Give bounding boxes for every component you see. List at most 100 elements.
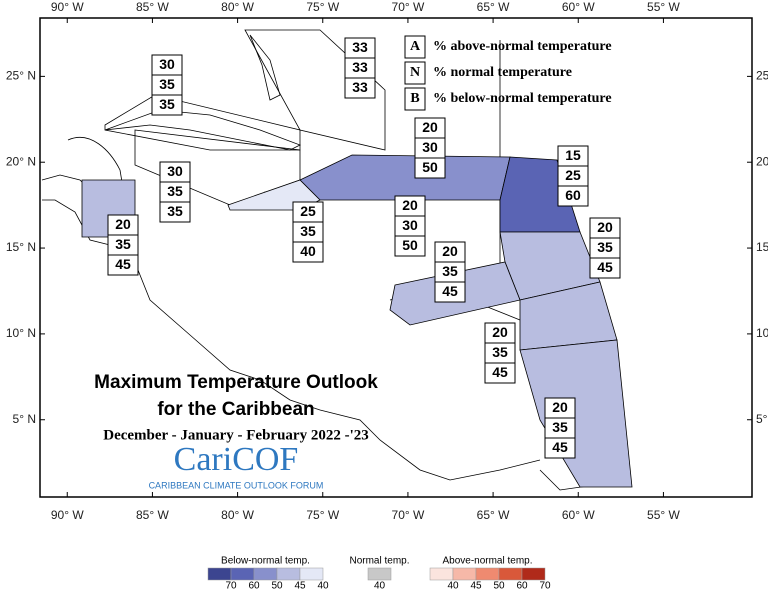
region — [244, 29, 386, 151]
legend-level: 40 — [447, 581, 459, 590]
probability-cell — [557, 185, 589, 207]
key-letter: N — [410, 65, 420, 80]
key-text: % normal temperature — [433, 65, 572, 80]
legend-level: 40 — [374, 581, 386, 590]
legend-swatch — [498, 567, 523, 581]
map-title: for the Caribbean — [157, 399, 314, 420]
lat-label: 5° N — [756, 412, 768, 426]
key-text: % above-normal temperature — [433, 39, 612, 54]
legend-swatch — [299, 567, 324, 581]
probability-value: 30 — [422, 139, 438, 155]
key-letter: B — [410, 91, 419, 106]
legend-swatch — [367, 567, 392, 581]
probability-value: 35 — [115, 236, 131, 252]
probability-value: 20 — [552, 399, 568, 415]
lon-label: 85° W — [136, 0, 169, 14]
legend-swatch — [207, 567, 232, 581]
probability-value: 35 — [159, 76, 175, 92]
probability-value: 35 — [597, 239, 613, 255]
lon-label: 65° W — [477, 508, 510, 522]
lat-label: 10° N — [756, 326, 768, 340]
probability-cell — [159, 201, 191, 223]
probability-cell — [394, 235, 426, 257]
probability-cell — [151, 94, 183, 116]
lon-label: 90° W — [51, 0, 84, 14]
probability-value: 33 — [352, 39, 368, 55]
legend-level: 50 — [493, 581, 505, 590]
lat-label: 10° N — [6, 326, 36, 340]
probability-cell — [107, 254, 139, 276]
logo: CariCOF — [174, 441, 299, 478]
legend-level: 40 — [317, 581, 329, 590]
lat-label: 20° N — [756, 154, 768, 168]
probability-value: 45 — [552, 439, 568, 455]
lat-label: 5° N — [13, 412, 36, 426]
probability-value: 50 — [402, 237, 418, 253]
legend-swatch — [452, 567, 477, 581]
probability-cell — [484, 362, 516, 384]
probability-cell — [589, 257, 621, 279]
probability-value: 45 — [442, 283, 458, 299]
lon-label: 80° W — [221, 508, 254, 522]
probability-value: 35 — [167, 203, 183, 219]
probability-value: 20 — [422, 119, 438, 135]
probability-cell — [344, 77, 376, 99]
legend-swatch — [521, 567, 546, 581]
probability-value: 45 — [492, 364, 508, 380]
probability-value: 35 — [552, 419, 568, 435]
probability-value: 30 — [167, 163, 183, 179]
key-text: % below-normal temperature — [433, 91, 612, 106]
legend-level: 45 — [294, 581, 306, 590]
probability-value: 60 — [565, 187, 581, 203]
probability-value: 30 — [402, 217, 418, 233]
probability-value: 50 — [422, 159, 438, 175]
legend-swatch — [253, 567, 278, 581]
lat-label: 15° N — [6, 240, 36, 254]
probability-value: 20 — [442, 243, 458, 259]
lon-label: 70° W — [392, 0, 425, 14]
legend-swatch — [429, 567, 454, 581]
legend-level: 45 — [470, 581, 482, 590]
probability-value: 25 — [565, 167, 581, 183]
probability-value: 45 — [597, 259, 613, 275]
lon-label: 75° W — [306, 0, 339, 14]
legend-swatch — [276, 567, 301, 581]
region — [519, 339, 633, 488]
lon-label: 60° W — [562, 0, 595, 14]
legend-level: 70 — [225, 581, 237, 590]
probability-value: 20 — [492, 324, 508, 340]
map-period: December - January - February 2022 -'23 — [103, 427, 369, 443]
lon-label: 60° W — [562, 508, 595, 522]
map-frame — [39, 17, 753, 498]
probability-value: 35 — [492, 344, 508, 360]
probability-cell — [414, 157, 446, 179]
legend-title: Above-normal temp. — [442, 556, 532, 567]
probability-value: 33 — [352, 79, 368, 95]
map-title: Maximum Temperature Outlook — [94, 372, 378, 393]
probability-cell — [292, 241, 324, 263]
probability-cell — [434, 281, 466, 303]
lon-label: 75° W — [306, 508, 339, 522]
legend-level: 60 — [248, 581, 260, 590]
lon-label: 90° W — [51, 508, 84, 522]
probability-value: 20 — [402, 197, 418, 213]
legend-level: 60 — [516, 581, 528, 590]
probability-value: 45 — [115, 256, 131, 272]
probability-value: 35 — [167, 183, 183, 199]
key-box — [404, 61, 426, 85]
lat-label: 15° N — [756, 240, 768, 254]
key-box — [404, 35, 426, 59]
probability-cell — [544, 437, 576, 459]
probability-value: 35 — [159, 96, 175, 112]
probability-value: 25 — [300, 203, 316, 219]
lat-label: 25° N — [756, 69, 768, 83]
key-letter: A — [410, 39, 421, 54]
probability-value: 20 — [115, 216, 131, 232]
lon-label: 85° W — [136, 508, 169, 522]
probability-value: 30 — [159, 56, 175, 72]
legend-title: Normal temp. — [349, 556, 409, 567]
lon-label: 70° W — [392, 508, 425, 522]
lat-label: 20° N — [6, 154, 36, 168]
